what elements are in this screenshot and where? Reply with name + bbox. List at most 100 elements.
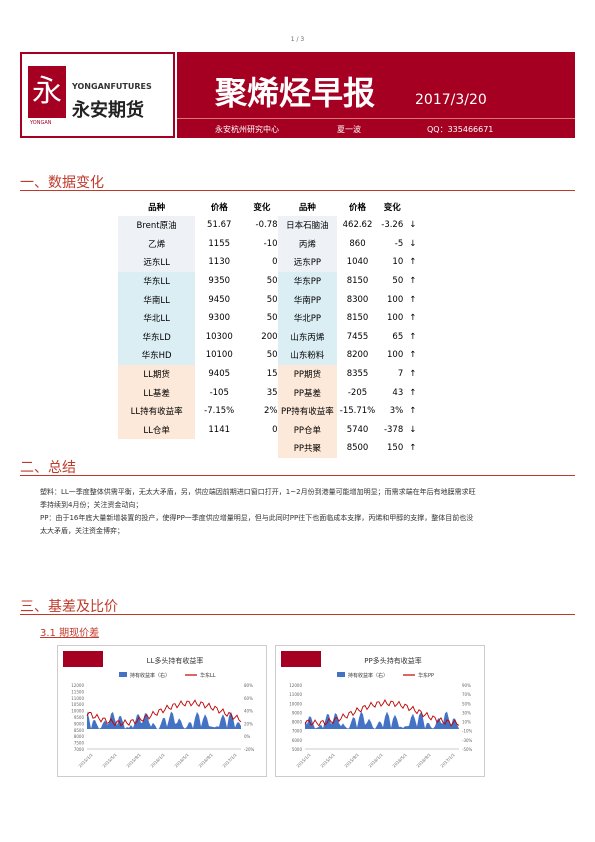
change: -3.26 [381,220,404,231]
price: 9300 [208,313,231,324]
price: 462.62 [342,220,373,231]
section-heading: 二、总结 [20,460,76,476]
item: Brent原油 [118,216,196,235]
item: LL持有收益率 [118,401,196,421]
item: 乙烯 [118,234,196,254]
item: 华北LL [118,308,196,328]
item: PP持有收益率 [278,401,337,421]
price: 1141 [208,424,231,435]
change: 43 [392,387,404,398]
direction: ↑ [409,443,417,454]
y-tick-label: 10000 [71,709,84,714]
logo-cn: 永安期货 [72,100,144,121]
direction: ↓ [409,220,417,231]
price: 9350 [208,276,231,287]
change: 35 [266,387,278,398]
logo-en: YONGANFUTURES [72,82,152,91]
change: 100 [387,294,404,305]
change: 10 [392,257,404,268]
price: -105 [209,387,229,398]
price: 9405 [208,369,231,380]
column-header: 价格 [349,203,367,213]
price: 8500 [346,443,369,454]
chart-title: LL多头持有收益率 [147,656,204,665]
info-bar: 永安杭州研究中心 夏一波 QQ：335466671 [177,118,575,139]
change: -378 [383,424,404,435]
item: 华东LD [118,327,196,347]
price: 10100 [205,350,233,361]
direction: ↑ [409,387,417,398]
price: -7.15% [204,406,235,417]
chart-frame [275,645,485,777]
y-tick-label: 9500 [74,715,85,720]
y2-tick-label: -20% [244,747,255,752]
item: 山东粉料 [278,346,337,365]
change: 50 [266,294,278,305]
table-row: 远东PP 1040 10 ↑ [278,253,419,272]
y-tick-label: 8500 [74,728,85,733]
y2-tick-label: 30% [462,710,471,715]
price: 8150 [346,313,369,324]
item: PP仓单 [278,420,337,440]
change: 50 [266,350,278,361]
price: 10300 [205,331,233,342]
y-tick-label: 9000 [74,721,85,726]
price: 5740 [346,424,369,435]
direction: ↑ [409,257,417,268]
y-tick-label: 9000 [292,710,303,715]
section-rule [20,190,575,191]
y-tick-label: 11000 [71,696,84,701]
summary: 塑料：LL一季度整体供需平衡，无太大矛盾，另，供应端因前期进口窗口打开，1~2月… [40,486,480,538]
price: 860 [349,238,366,249]
y2-tick-label: 80% [244,683,253,688]
legend-label: 华东PP [418,672,434,679]
column-header: 品种 [298,203,316,213]
y2-tick-label: 90% [462,683,471,688]
table-row: 山东丙烯 7455 65 ↑ [278,327,419,347]
item: 远东PP [278,253,337,272]
y-tick-label: 11000 [289,692,302,697]
item: 华东HD [118,346,196,365]
item: 丙烯 [278,234,337,254]
report-date: 2017/3/20 [415,92,487,108]
y2-tick-label: 70% [462,692,471,697]
column-header: 价格 [210,203,228,213]
y-tick-label: 10500 [71,702,84,707]
logo-box: 永 YONGAN YONGANFUTURES 永安期货 [20,52,175,138]
item: 华东PP [278,271,337,291]
price: 8355 [346,369,369,380]
legend-label: 华东LL [200,672,216,679]
y2-tick-label: 20% [244,721,253,726]
contact: QQ：335466671 [427,125,494,134]
y-tick-label: 6000 [292,738,303,743]
author: 夏一波 [337,125,361,134]
change: 50 [392,276,404,287]
logo-mark: 永 [28,66,66,118]
table-row: PP基差 -205 43 ↑ [278,383,419,402]
y2-tick-label: 0% [244,734,251,739]
logo-small: YONGAN [30,120,52,126]
direction: ↑ [409,313,417,324]
item: 山东丙烯 [278,327,337,347]
chart-title: PP多头持有收益率 [364,656,421,665]
table-row: 华南PP 8300 100 ↑ [278,290,419,309]
data-table: 品种 价格 变化 日本石脑油 462.62 -3.26 ↓ 丙烯 860 -5 ↓ 远东PP 1040 1… [278,198,419,458]
item: LL期货 [118,364,196,384]
y-tick-label: 7500 [74,741,85,746]
legend-label: 持有收益率（右） [130,672,170,679]
y-tick-label: 10000 [289,701,302,706]
price: 9450 [208,294,231,305]
y-tick-label: 8000 [292,720,303,725]
y2-tick-label: 40% [244,709,253,714]
direction: ↑ [409,294,417,305]
direction: ↓ [409,424,417,435]
item: 华南LL [118,290,196,309]
price: 1040 [346,257,369,268]
change: 50 [266,276,278,287]
